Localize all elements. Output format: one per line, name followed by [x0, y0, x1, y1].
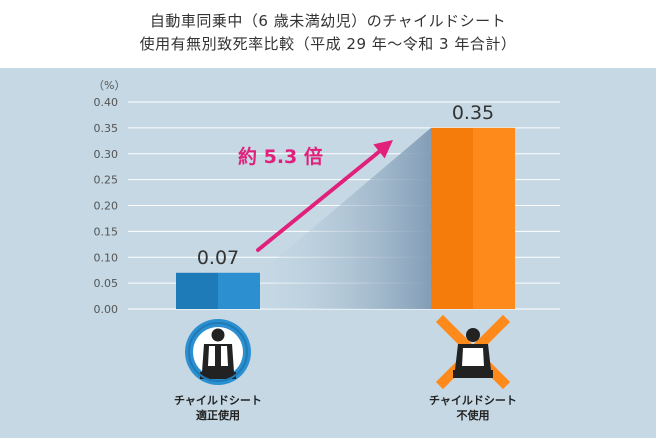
y-tick-label: 0.05: [94, 277, 119, 290]
value-label-0: 0.07: [197, 247, 239, 269]
bar-0-right: [218, 272, 260, 309]
child-seat-used-icon: [185, 319, 251, 385]
category-label-0-line1: 適正使用: [196, 408, 240, 422]
bar-0-left: [176, 272, 218, 309]
increase-arrow-head: [373, 140, 393, 159]
category-label-1-line0: チャイルドシート: [429, 394, 517, 407]
category-label-1-line1: 不使用: [457, 408, 490, 422]
multiplier-annotation: 約 5.3 倍: [238, 145, 323, 168]
child-seat-unused-icon: [435, 314, 511, 390]
y-tick-label: 0.40: [94, 96, 119, 109]
value-labels: 0.07 0.35: [197, 102, 494, 269]
y-tick-labels: 0.40 0.35 0.30 0.25 0.20 0.15 0.10 0.05 0.00: [94, 96, 119, 316]
y-tick-label: 0.00: [94, 303, 119, 316]
value-label-1: 0.35: [452, 102, 494, 124]
y-tick-label: 0.30: [94, 148, 119, 161]
y-tick-label: 0.25: [94, 174, 119, 187]
child-seat-used-icon-ring: [188, 322, 248, 382]
trend-area: [260, 127, 431, 309]
y-tick-label: 0.10: [94, 251, 119, 264]
y-tick-label: 0.35: [94, 122, 119, 135]
chart-title-line1: 自動車同乗中（6 歳未満幼児）のチャイルドシート: [149, 12, 507, 30]
bar-1-left: [431, 127, 473, 309]
bars: [176, 127, 515, 309]
y-tick-label: 0.20: [94, 200, 119, 213]
chart-title-line2: 使用有無別致死率比較（平成 29 年〜令和 3 年合計）: [139, 35, 517, 53]
category-label-0-line0: チャイルドシート: [174, 394, 262, 407]
increase-arrow-line: [256, 149, 382, 252]
bar-1-right: [473, 127, 515, 309]
y-tick-label: 0.15: [94, 225, 119, 238]
y-axis-unit: （%）: [93, 79, 125, 92]
